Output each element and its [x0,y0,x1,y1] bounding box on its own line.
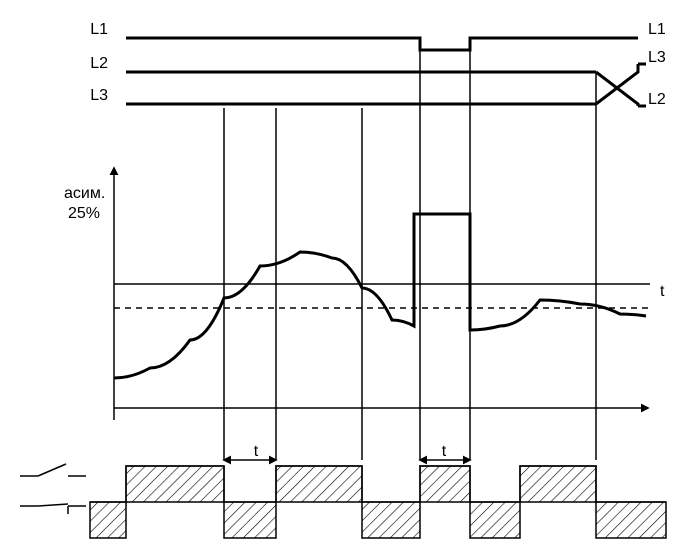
label-t-int2: t [442,443,447,460]
phase-cross-a [596,72,646,106]
relay-block [126,466,224,502]
relay-block [520,466,596,502]
switch-no-icon [20,464,86,476]
relay-block [276,466,362,502]
phase-L1 [126,38,638,50]
label-L1-left: L1 [90,21,108,38]
relay-block [470,502,520,538]
label-L2-right-bottom: L2 [648,91,666,108]
relay-block [224,502,276,538]
label-L2-left: L2 [90,55,108,72]
asymmetry-curve [114,214,646,378]
labels: L1 L1 L2 L3 L3 L2 асим. 25% t t t [64,21,666,460]
label-y-axis-1: асим. [64,185,105,202]
phase-cross-b [596,64,646,104]
relay-block [596,502,666,538]
relay-block [420,466,470,502]
relay-block [362,502,420,538]
label-y-axis-2: 25% [68,205,100,222]
axes [114,168,648,420]
label-t-int1: t [254,443,259,460]
label-L3-left: L3 [90,87,108,104]
switch-symbols [20,464,86,514]
timing-diagram: L1 L1 L2 L3 L3 L2 асим. 25% t t t [0,0,694,549]
vertical-guides [224,38,596,460]
label-L3-right-top: L3 [648,49,666,66]
label-t-axis: t [660,283,665,300]
relay-block [90,502,126,538]
label-L1-right: L1 [648,21,666,38]
phase-lines [126,38,646,106]
switch-nc-icon [20,504,86,514]
